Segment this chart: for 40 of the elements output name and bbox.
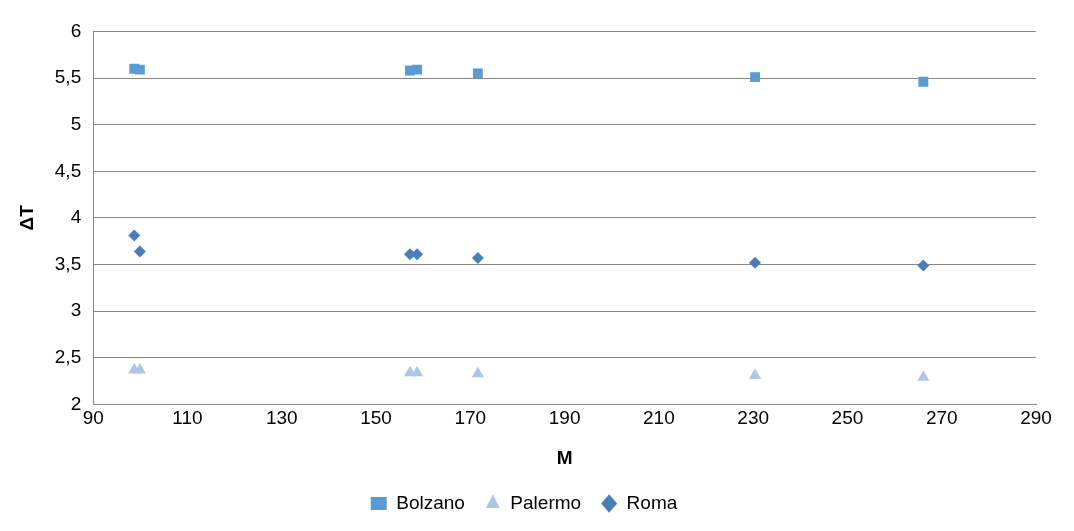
y-tick-label: 2: [70, 392, 82, 414]
y-tick-label: 5: [70, 112, 82, 134]
point: [471, 366, 484, 378]
y-tick-label: 3,5: [54, 252, 82, 274]
point: [917, 259, 930, 272]
y-tick-label: 4: [70, 206, 82, 228]
x-axis-title: M: [556, 446, 573, 468]
x-tick-label: 250: [831, 407, 864, 429]
legend-label: Bolzano: [396, 491, 465, 513]
x-tick-label: 150: [360, 407, 392, 429]
point: [133, 245, 146, 258]
point: [749, 256, 762, 269]
point: [748, 368, 762, 379]
x-tick-label: 90: [82, 407, 104, 429]
y-tick-label: 5,5: [54, 66, 82, 88]
point: [411, 365, 424, 377]
point: [750, 72, 760, 83]
point: [472, 68, 483, 79]
point: [412, 64, 423, 75]
x-tick-label: 230: [737, 407, 770, 429]
x-tick-label: 170: [454, 407, 487, 429]
legend-label: Roma: [626, 491, 678, 513]
y-tick-label: 4,5: [54, 159, 82, 181]
legend-label: Palermo: [510, 491, 582, 513]
x-tick-label: 130: [265, 407, 298, 429]
x-tick-label: 210: [643, 407, 675, 429]
y-tick-label: 6: [70, 19, 82, 41]
y-tick-label: 3: [70, 299, 82, 321]
x-tick-label: 190: [548, 407, 581, 429]
y-axis-title: ΔT: [15, 204, 37, 231]
point: [128, 229, 141, 242]
point: [471, 252, 484, 264]
point: [918, 76, 929, 87]
point: [133, 362, 146, 374]
y-tick-label: 2,5: [54, 346, 82, 368]
point: [134, 64, 145, 75]
x-tick-label: 290: [1020, 407, 1052, 429]
x-tick-label: 110: [172, 407, 203, 429]
point: [917, 370, 930, 381]
x-tick-label: 270: [925, 407, 958, 429]
